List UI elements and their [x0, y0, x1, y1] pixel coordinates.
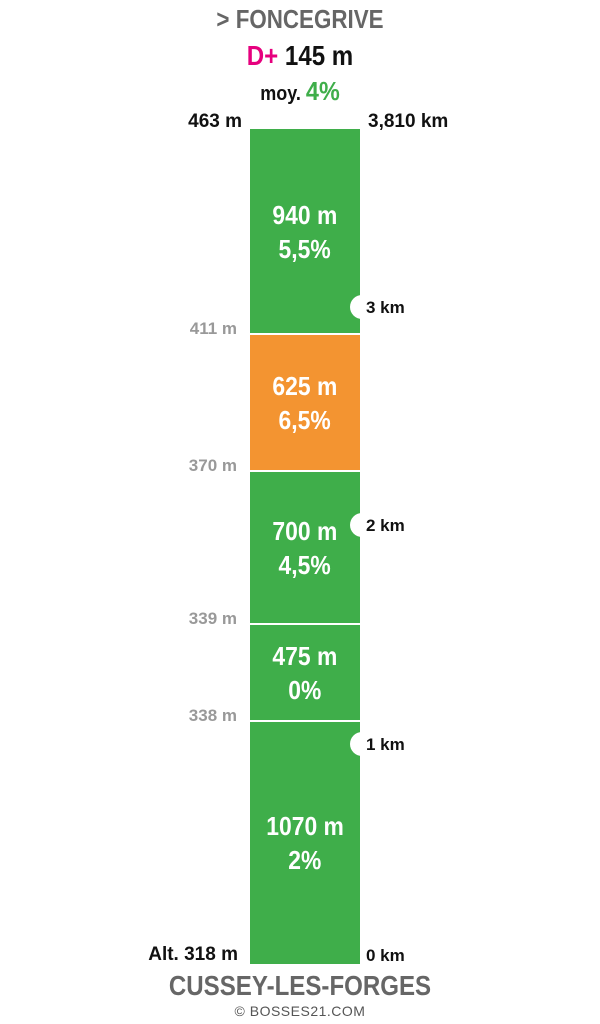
segment-grade: 5,5%: [278, 233, 332, 264]
segment-grade: 0%: [288, 674, 322, 705]
segment-length: 700 m: [272, 515, 338, 546]
km-marker-notch: [350, 732, 370, 756]
start-location: CUSSEY-LES-FORGES: [168, 970, 432, 1001]
segment-1: 940 m 5,5%: [250, 129, 360, 334]
segment-length: 940 m: [272, 199, 338, 230]
km-marker-notch: [350, 513, 370, 537]
km-mark: 2 km: [366, 516, 405, 535]
start-altitude: Alt. 318 m: [148, 944, 238, 965]
segment-grade: 4,5%: [278, 549, 332, 580]
start-distance: 0 km: [366, 946, 405, 965]
average-grade: moy. 4%: [30, 76, 570, 107]
altitude-mark: 339 m: [188, 609, 237, 628]
elevation-gain-value: 145 m: [284, 40, 354, 71]
altitude-mark: 411 m: [189, 319, 237, 338]
segment-divider: [250, 623, 360, 625]
segment-length: 475 m: [272, 640, 338, 671]
segment-4: 475 m 0%: [250, 624, 360, 721]
segment-divider: [250, 333, 360, 335]
segment-5: 1070 m 2%: [250, 721, 360, 964]
average-grade-value: 4%: [305, 76, 340, 106]
segment-divider: [250, 470, 360, 472]
elevation-gain-label: D+: [246, 40, 279, 71]
climb-title: > FONCEGRIVE: [216, 4, 384, 34]
profile-bar: 940 m 5,5% 625 m 6,5% 700 m 4,5% 475 m 0…: [250, 129, 360, 964]
segment-divider: [250, 720, 360, 722]
km-mark: 3 km: [366, 298, 405, 317]
segment-2: 625 m 6,5%: [250, 334, 360, 471]
elevation-gain: D+ 145 m: [42, 40, 558, 72]
summit-altitude: 463 m: [188, 111, 242, 132]
altitude-mark: 338 m: [188, 706, 237, 725]
segment-grade: 2%: [288, 844, 322, 875]
total-distance: 3,810 km: [368, 111, 449, 132]
site-credit: © BOSSES21.COM: [234, 1003, 366, 1019]
altitude-mark: 370 m: [188, 456, 237, 475]
average-grade-label: moy.: [260, 83, 301, 105]
km-marker-notch: [350, 295, 370, 319]
segment-grade: 6,5%: [278, 404, 332, 435]
km-mark: 1 km: [366, 735, 405, 754]
segment-3: 700 m 4,5%: [250, 471, 360, 624]
segment-length: 625 m: [272, 370, 338, 401]
segment-length: 1070 m: [266, 810, 344, 841]
